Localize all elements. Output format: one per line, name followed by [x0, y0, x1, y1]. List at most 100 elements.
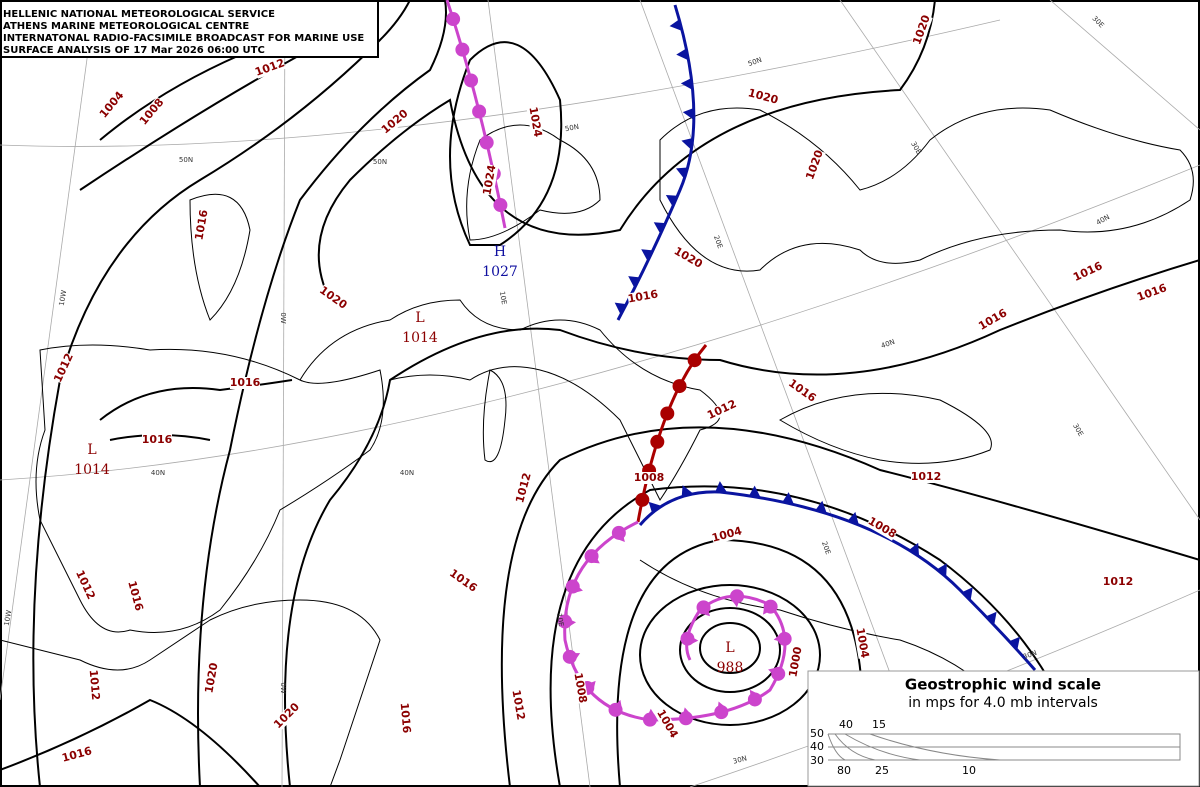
meridian	[839, 0, 1200, 521]
graticule-label: 10E	[498, 291, 508, 306]
isobar-label: 1012	[911, 470, 942, 483]
front-symbol	[611, 525, 626, 540]
front-symbol	[672, 379, 687, 394]
isobar-label: 1020	[202, 661, 220, 694]
front-symbol	[650, 434, 665, 449]
isobar	[197, 0, 447, 787]
isobar-label-bg	[193, 209, 211, 241]
isobar-label: 1000	[786, 645, 804, 678]
scale-label: 40	[839, 718, 853, 731]
scale-label: 50	[810, 727, 824, 740]
isobar-label: 1016	[398, 702, 414, 734]
isobar-label-bg	[317, 284, 349, 312]
isobar-label-bg	[52, 351, 76, 385]
isobar-label: 1016	[192, 208, 210, 241]
front-symbol	[680, 631, 695, 646]
isobar	[0, 698, 261, 787]
front-symbol	[628, 276, 640, 289]
front-symbol	[682, 108, 694, 121]
front-symbol	[962, 587, 973, 601]
isobar-label-bg	[272, 701, 302, 731]
isobar-label: 1008	[634, 471, 665, 484]
wind-scale-box	[807, 670, 1200, 787]
isobar-label-bg	[481, 164, 499, 196]
header-line: SURFACE ANALYSIS OF 17 Mar 2026 06:00 UT…	[3, 45, 265, 56]
front-symbol	[565, 579, 580, 594]
parallel	[0, 164, 1200, 481]
front-symbol	[687, 353, 702, 368]
wind-scale-subtitle: in mps for 4.0 mb intervals	[908, 695, 1098, 711]
pressure-center-value: 1014	[402, 330, 438, 346]
fronts	[445, 0, 1037, 727]
isobar-label-bg	[397, 702, 413, 734]
pressure-center-value: 988	[717, 660, 744, 676]
isobar-label-bg	[786, 377, 818, 405]
scale-lines	[828, 733, 1181, 761]
morocco-coast	[0, 599, 381, 787]
iberia	[35, 344, 384, 633]
isobar	[317, 0, 936, 301]
coastlines	[0, 107, 1200, 787]
isobar-label-bg	[203, 662, 221, 694]
isobar	[284, 259, 1200, 787]
graticule-label: 40N	[151, 469, 165, 477]
isobar-label-bg	[514, 471, 534, 505]
isobar-label-bg	[142, 434, 172, 446]
isobar-label-bg	[253, 57, 287, 79]
scale-label: 10	[962, 764, 976, 777]
isobar-label: 1016	[230, 376, 261, 389]
header-line: INTERNATONAL RADIO-FACSIMILE BROADCAST F…	[3, 33, 364, 44]
meridian	[639, 0, 901, 701]
graticule-label: 50N	[179, 156, 193, 164]
front-symbol	[908, 542, 920, 557]
front-symbol	[675, 167, 688, 180]
front-symbol	[665, 194, 678, 207]
front-symbol	[681, 485, 694, 497]
isobar-label-bg	[125, 579, 145, 613]
isobar	[639, 584, 821, 726]
isobar	[549, 485, 1061, 787]
isobar-label-bg	[654, 708, 680, 740]
wind-scale-title: Geostrophic wind scale	[905, 676, 1101, 694]
graticule-label: 50N	[564, 123, 579, 133]
isobar-label-bg	[1071, 260, 1105, 284]
front-symbol	[562, 649, 577, 664]
isobar-label-bg	[73, 568, 97, 602]
baltic	[466, 124, 601, 241]
isobar-label: 1024	[480, 163, 498, 196]
front-symbol	[608, 702, 623, 717]
header-line: HELLENIC NATIONAL METEOROLOGICAL SERVICE	[3, 9, 275, 20]
isobar-label-bg	[1103, 576, 1133, 588]
graticule-label: 40N	[400, 469, 414, 477]
isobar-label-bg	[447, 567, 479, 595]
front-symbol	[771, 666, 786, 681]
isobar-label-bg	[977, 307, 1009, 333]
front-symbol	[815, 500, 827, 514]
front-symbol	[936, 563, 947, 578]
front-symbol	[676, 48, 689, 61]
isobar-label-bg	[1135, 282, 1169, 304]
isobar-label-bg	[60, 745, 94, 765]
front-symbol	[455, 42, 470, 57]
isobar-label: 1004	[853, 627, 871, 660]
front-symbol	[584, 549, 599, 564]
meridian	[0, 0, 96, 701]
isobar-label-bg	[97, 89, 127, 121]
front-symbol	[782, 492, 795, 505]
isobar-label-bg	[526, 106, 544, 138]
front-symbol	[642, 712, 657, 727]
front-symbol	[678, 711, 693, 726]
isobar	[99, 379, 293, 421]
isobar-label: 1016	[627, 287, 660, 305]
scale-label: 30	[810, 754, 824, 767]
british-isles	[189, 193, 251, 321]
front-symbol	[653, 222, 666, 235]
front-symbol	[714, 705, 729, 720]
wind-scale-grid	[827, 733, 1181, 761]
front-symbol	[696, 600, 711, 615]
isobar-label-bg	[911, 471, 941, 483]
meridian	[281, 0, 286, 787]
pressure-center-kind: L	[415, 310, 424, 326]
